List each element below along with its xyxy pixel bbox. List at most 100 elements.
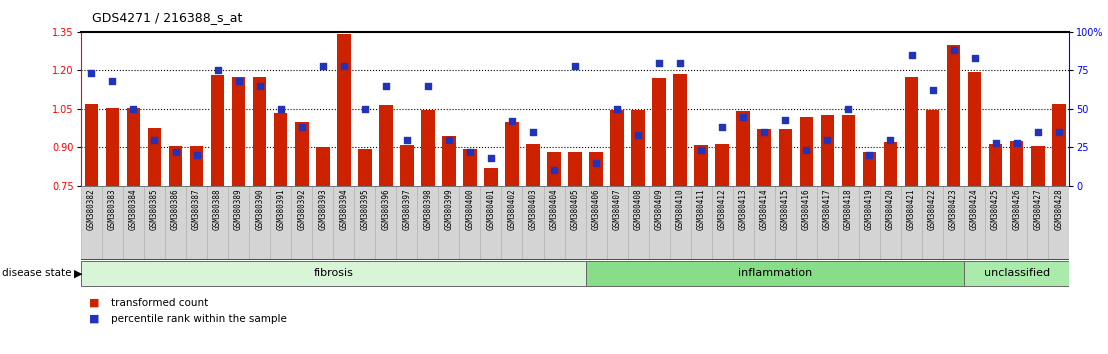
Text: GSM380406: GSM380406	[592, 189, 601, 230]
Text: GSM380426: GSM380426	[1012, 189, 1022, 230]
FancyBboxPatch shape	[817, 186, 838, 260]
Text: GSM380423: GSM380423	[950, 189, 958, 230]
FancyBboxPatch shape	[270, 186, 291, 260]
Point	[608, 106, 626, 112]
Text: ■: ■	[89, 314, 99, 324]
FancyBboxPatch shape	[964, 261, 1069, 286]
Bar	[211, 75, 225, 186]
Point	[229, 78, 247, 84]
Point	[250, 83, 268, 88]
Point	[503, 118, 521, 124]
Bar	[758, 130, 771, 186]
Point	[714, 125, 731, 130]
Bar	[379, 105, 392, 186]
Bar	[988, 143, 1003, 186]
Text: GSM380424: GSM380424	[971, 189, 979, 230]
FancyBboxPatch shape	[376, 186, 397, 260]
Text: GSM380413: GSM380413	[739, 189, 748, 230]
FancyBboxPatch shape	[481, 186, 502, 260]
Bar	[337, 34, 350, 186]
Point	[335, 63, 352, 69]
Text: GSM380399: GSM380399	[444, 189, 453, 230]
Bar	[274, 113, 287, 186]
Bar	[316, 147, 329, 186]
Text: GSM380407: GSM380407	[613, 189, 622, 230]
Text: GSM380408: GSM380408	[634, 189, 643, 230]
Point	[482, 155, 500, 161]
FancyBboxPatch shape	[144, 186, 165, 260]
Point	[671, 60, 689, 65]
Text: GSM380398: GSM380398	[423, 189, 432, 230]
Text: GSM380388: GSM380388	[213, 189, 222, 230]
Point	[524, 129, 542, 135]
Point	[840, 106, 858, 112]
Text: GSM380382: GSM380382	[86, 189, 96, 230]
FancyBboxPatch shape	[1006, 186, 1027, 260]
FancyBboxPatch shape	[838, 186, 859, 260]
Bar	[589, 153, 603, 186]
Point	[187, 152, 205, 158]
Point	[1029, 129, 1047, 135]
Point	[82, 70, 100, 76]
Bar	[611, 110, 624, 186]
Point	[208, 68, 226, 73]
Text: GSM380410: GSM380410	[676, 189, 685, 230]
Text: GSM380393: GSM380393	[318, 189, 327, 230]
Bar	[904, 77, 919, 186]
FancyBboxPatch shape	[228, 186, 249, 260]
Bar	[400, 145, 413, 186]
Point	[124, 106, 142, 112]
Text: GSM380403: GSM380403	[529, 189, 537, 230]
Bar	[358, 149, 371, 186]
Point	[777, 117, 794, 122]
FancyBboxPatch shape	[102, 186, 123, 260]
FancyBboxPatch shape	[502, 186, 523, 260]
FancyBboxPatch shape	[606, 186, 627, 260]
Bar	[695, 145, 708, 186]
Text: GSM380425: GSM380425	[992, 189, 1001, 230]
FancyBboxPatch shape	[544, 186, 565, 260]
FancyBboxPatch shape	[796, 186, 817, 260]
Text: ■: ■	[89, 298, 99, 308]
FancyBboxPatch shape	[291, 186, 312, 260]
Bar	[484, 168, 497, 186]
FancyBboxPatch shape	[312, 186, 334, 260]
FancyBboxPatch shape	[985, 186, 1006, 260]
Point	[924, 87, 942, 93]
Bar	[295, 122, 308, 186]
Bar	[716, 143, 729, 186]
Point	[966, 55, 984, 61]
FancyBboxPatch shape	[123, 186, 144, 260]
Text: GSM380395: GSM380395	[360, 189, 369, 230]
Bar	[232, 77, 246, 186]
FancyBboxPatch shape	[397, 186, 418, 260]
Text: GSM380396: GSM380396	[381, 189, 390, 230]
Bar	[779, 130, 792, 186]
Bar	[653, 78, 666, 186]
Text: GSM380384: GSM380384	[129, 189, 138, 230]
Point	[629, 132, 647, 138]
Text: GSM380392: GSM380392	[297, 189, 306, 230]
FancyBboxPatch shape	[249, 186, 270, 260]
Text: GSM380386: GSM380386	[171, 189, 179, 230]
FancyBboxPatch shape	[81, 186, 102, 260]
Point	[756, 129, 773, 135]
Text: GSM380387: GSM380387	[192, 189, 201, 230]
Text: GSM380394: GSM380394	[339, 189, 348, 230]
FancyBboxPatch shape	[943, 186, 964, 260]
Point	[861, 152, 879, 158]
Point	[103, 78, 121, 84]
FancyBboxPatch shape	[690, 186, 711, 260]
Point	[314, 63, 331, 69]
Bar	[421, 110, 434, 186]
Text: GSM380416: GSM380416	[802, 189, 811, 230]
Bar	[1051, 104, 1066, 186]
Bar	[568, 153, 582, 186]
Point	[145, 137, 163, 142]
FancyBboxPatch shape	[711, 186, 732, 260]
Text: GSM380404: GSM380404	[550, 189, 558, 230]
Text: GSM380421: GSM380421	[907, 189, 916, 230]
Point	[419, 83, 437, 88]
Text: inflammation: inflammation	[738, 268, 812, 279]
Bar	[253, 77, 266, 186]
